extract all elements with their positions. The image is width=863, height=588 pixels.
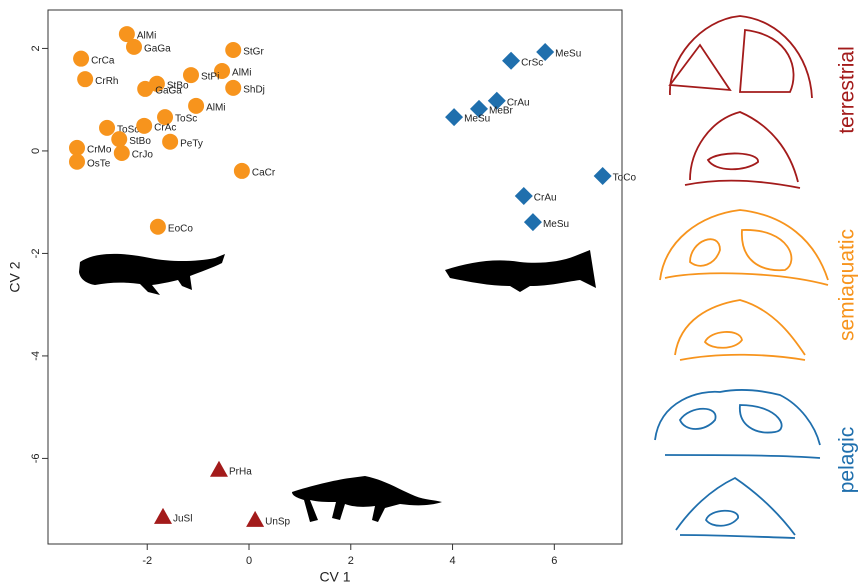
point-label: StPi <box>201 72 219 83</box>
legend-label: semiaquatic <box>836 229 859 341</box>
point <box>225 79 242 96</box>
point <box>536 43 555 62</box>
legend-label: pelagic <box>836 427 859 494</box>
point <box>118 26 135 43</box>
point <box>470 99 489 118</box>
point-label: StGr <box>243 47 264 58</box>
skull-section <box>674 299 806 361</box>
y-tick-label: -4 <box>30 351 42 361</box>
x-tick-label: 4 <box>449 555 455 567</box>
point-label: CrAu <box>507 97 530 108</box>
point-label: UnSp <box>265 517 290 528</box>
skull-section <box>654 388 821 459</box>
point-label: MeSu <box>555 49 581 60</box>
point <box>162 133 179 150</box>
x-tick-label: 6 <box>551 555 557 567</box>
point <box>77 71 94 88</box>
point-label: JuSl <box>173 513 192 524</box>
y-tick-label: 0 <box>30 148 42 154</box>
point-label: GaGa <box>155 86 182 97</box>
point <box>214 62 231 79</box>
point-label: CaCr <box>252 168 276 179</box>
pelagic-silhouette <box>445 250 596 292</box>
point-label: AlMi <box>206 102 225 113</box>
point <box>99 119 116 136</box>
point-label: MeSu <box>543 219 569 230</box>
point-label: EoCo <box>168 223 193 234</box>
point-label: CrMo <box>87 144 112 155</box>
point <box>188 97 205 114</box>
point <box>514 187 533 206</box>
point <box>125 38 142 55</box>
skull-section <box>659 209 829 286</box>
point <box>523 213 542 232</box>
point-label: AlMi <box>137 31 156 42</box>
point-label: CrRh <box>95 76 118 87</box>
point-label: CrJo <box>132 150 154 161</box>
point <box>233 162 250 179</box>
point <box>445 108 464 127</box>
point <box>502 51 521 70</box>
point <box>113 144 130 161</box>
point <box>111 131 128 148</box>
point <box>487 91 506 110</box>
x-tick-label: 0 <box>246 555 252 567</box>
legend-label: terrestrial <box>836 46 859 134</box>
point-label: CrAu <box>534 193 557 204</box>
point-label: ShDj <box>243 85 265 96</box>
y-tick-label: 2 <box>30 45 42 51</box>
point-label: GaGa <box>144 44 171 55</box>
point-label: CrAc <box>154 122 176 133</box>
y-tick-label: -6 <box>30 454 42 464</box>
point <box>149 218 166 235</box>
point-label: CrSc <box>521 57 543 68</box>
point-label: ToSc <box>117 125 139 136</box>
point <box>182 67 199 84</box>
point-label: CrCa <box>91 55 115 66</box>
point-label: PeTy <box>180 138 203 149</box>
point <box>246 510 265 527</box>
x-tick-label: -2 <box>142 555 152 567</box>
point-label: ToCo <box>613 173 637 184</box>
x-axis-label: CV 1 <box>319 569 350 585</box>
point-label: PrHa <box>229 466 252 477</box>
point <box>209 460 228 477</box>
point-label: MeSu <box>464 114 490 125</box>
point-label: StBo <box>129 136 151 147</box>
crocodile-silhouette <box>79 253 225 295</box>
point <box>69 153 86 170</box>
point-label: MeBr <box>489 106 514 117</box>
point <box>154 507 173 524</box>
point <box>69 139 86 156</box>
point-label: StBo <box>167 80 189 91</box>
skull-section <box>684 111 801 189</box>
y-tick-label: -2 <box>30 249 42 259</box>
point <box>73 50 90 67</box>
point <box>137 80 154 97</box>
point <box>157 109 174 126</box>
x-tick-label: 2 <box>348 555 354 567</box>
point <box>593 167 612 186</box>
point-label: AlMi <box>232 68 251 79</box>
skull-section <box>668 15 813 99</box>
skull-section <box>675 476 796 539</box>
point-label: OsTe <box>87 158 111 169</box>
point <box>225 41 242 58</box>
basal-silhouette <box>292 476 442 522</box>
y-axis-label: CV 2 <box>7 261 23 292</box>
point-label: ToSc <box>175 114 197 125</box>
point <box>136 117 153 134</box>
plot-frame <box>47 9 623 545</box>
